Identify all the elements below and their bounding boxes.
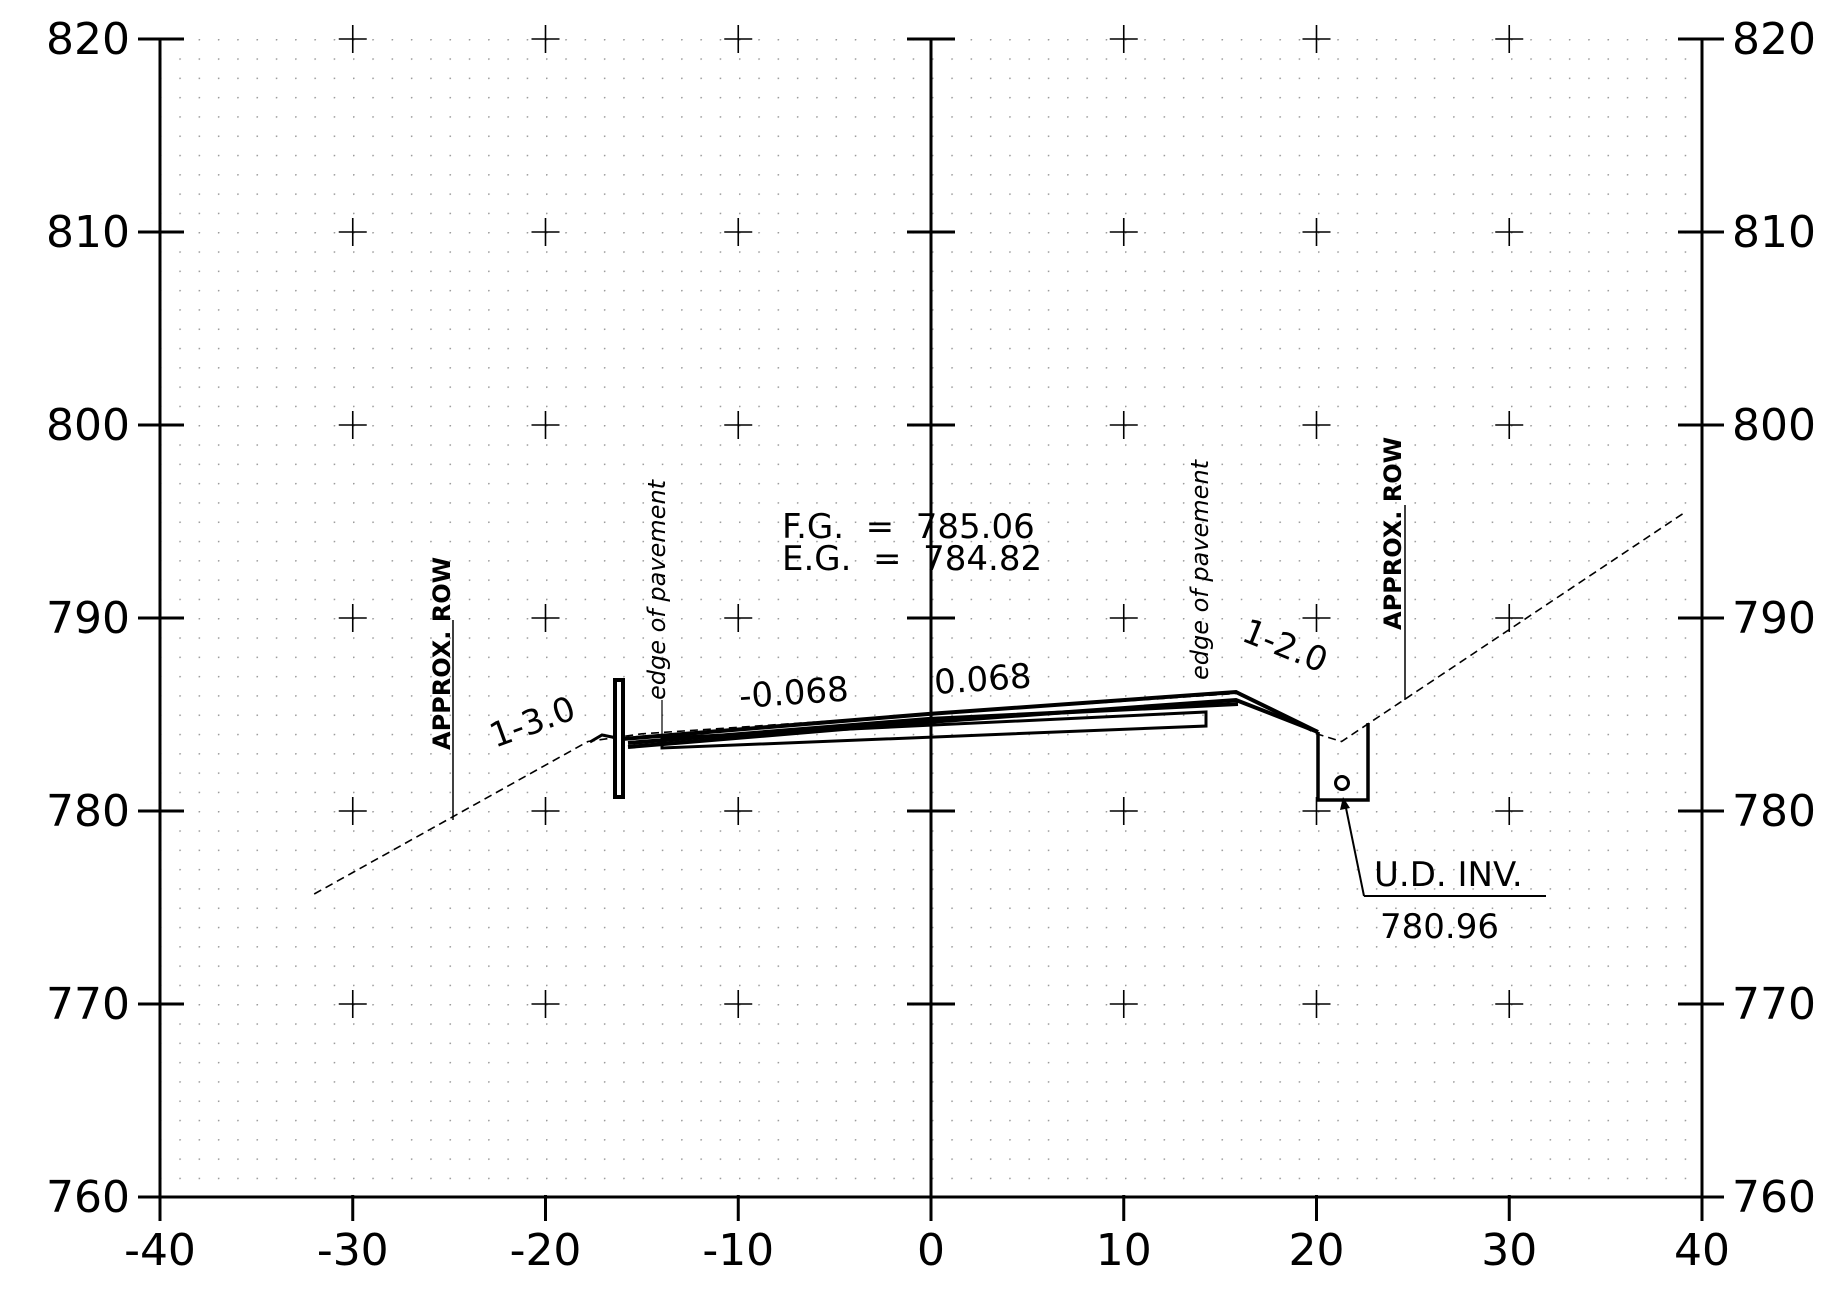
grid-plus-marker [1302,411,1331,439]
grid-plus-marker [724,218,753,246]
x-tick-label: -30 [317,1225,389,1276]
grid-plus-marker [531,604,560,632]
grid-plus-marker [1302,218,1331,246]
y-tick-label: 800 [46,400,130,451]
grid-plus-marker [338,797,367,825]
y-tick-label: 790 [46,593,130,644]
fg-elevation-label: F.G. = 785.06 [782,507,1035,547]
x-tick-label: 10 [1096,1225,1152,1276]
y-tick-label: 820 [1732,14,1816,65]
grid-plus-marker [531,990,560,1018]
x-tick-labels: -40 -30 -20 -10 0 10 20 30 40 [124,1225,1730,1276]
y-tick-label: 780 [46,786,130,837]
y-tick-label: 780 [1732,786,1816,837]
grid-plus-marker [1109,990,1138,1018]
grid-plus-marker [1109,411,1138,439]
grid-plus-marker [1109,25,1138,53]
grid-plus-marker [724,604,753,632]
x-tick-label: -20 [510,1225,582,1276]
underdrain-invert-value: 780.96 [1380,907,1499,947]
y-tick-label: 770 [1732,979,1816,1030]
x-tick-label: 30 [1481,1225,1537,1276]
grid-plus-marker [724,411,753,439]
grid-plus-marker [338,25,367,53]
grid-plus-marker [1109,218,1138,246]
y-tick-label: 770 [46,979,130,1030]
y-tick-labels-right: 760 770 780 790 800 810 820 [1732,14,1816,1223]
grid-plus-marker [1495,604,1524,632]
curb-left [613,678,625,799]
cross-slope-left-label: -0.068 [738,669,850,717]
grid-plus-marker [1495,25,1524,53]
grid-plus-marker [531,411,560,439]
grid-plus-markers [338,25,1524,1018]
grid-plus-marker [1109,797,1138,825]
pavement-section [589,689,1319,750]
y-tick-label: 810 [1732,207,1816,258]
grid-plus-marker [1495,411,1524,439]
axes [138,37,1724,1221]
underdrain-arrow [1340,797,1350,810]
grid-plus-marker [1302,990,1331,1018]
pavement-top-surface [621,689,1319,741]
underdrain-leader [1345,807,1365,897]
cross-slope-right-label: 0.068 [933,656,1033,703]
grid-plus-marker [1495,797,1524,825]
x-tick-label: 40 [1674,1225,1730,1276]
edge-of-pavement-right-label: edge of pavement [1186,458,1214,680]
base-course-slab [660,710,1208,750]
grid-plus-marker [724,25,753,53]
grid-plus-marker [531,25,560,53]
underdrain-pipe [1334,775,1350,791]
grid-plus-marker [1495,218,1524,246]
grid-plus-marker [338,411,367,439]
grid-plus-marker [531,797,560,825]
grid-plus-marker [1302,604,1331,632]
row-left-label: APPROX. ROW [428,557,456,750]
eg-elevation-label: E.G. = 784.82 [782,539,1042,579]
y-tick-label: 760 [46,1172,130,1223]
grid-plus-marker [531,218,560,246]
x-tick-label: -40 [124,1225,196,1276]
underdrain-label: U.D. INV. [1374,855,1523,895]
y-tick-label: 800 [1732,400,1816,451]
y-tick-labels-left: 760 770 780 790 800 810 820 [46,14,130,1223]
grid-plus-marker [724,797,753,825]
edge-of-pavement-left-label: edge of pavement [643,478,671,700]
x-tick-label: 0 [917,1225,945,1276]
y-tick-label: 790 [1732,593,1816,644]
grid-plus-marker [724,990,753,1018]
grid-plus-marker [338,604,367,632]
y-tick-label: 820 [46,14,130,65]
grid-plus-marker [1302,25,1331,53]
grid-plus-marker [338,990,367,1018]
grid-plus-marker [338,218,367,246]
y-tick-label: 810 [46,207,130,258]
row-right-label: APPROX. ROW [1379,437,1407,630]
y-tick-label: 760 [1732,1172,1816,1223]
x-tick-label: -10 [702,1225,774,1276]
grid-plus-marker [1109,604,1138,632]
grid-plus-marker [1495,990,1524,1018]
x-tick-label: 20 [1289,1225,1345,1276]
